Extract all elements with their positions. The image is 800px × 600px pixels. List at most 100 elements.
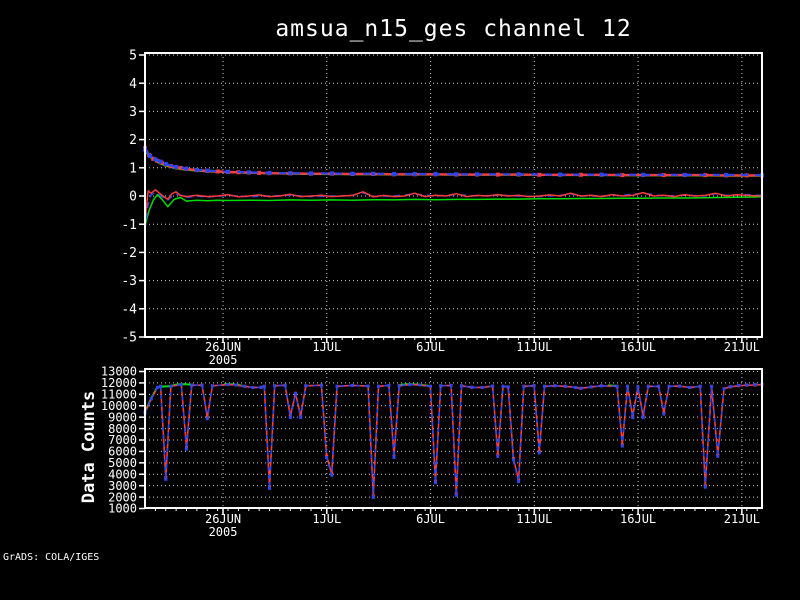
x-tick-label: 6JUL (416, 512, 445, 526)
y-tick-label: 2 (129, 133, 137, 148)
series-marker-counts-blue (641, 416, 645, 420)
series-marker-std-blue (153, 157, 158, 162)
series-marker-counts-blue (294, 392, 297, 396)
x-tick-label: 26JUN (205, 340, 241, 354)
series-marker-counts-blue (480, 386, 484, 389)
y-tick-label: 12000 (101, 376, 137, 390)
y-tick-label: -1 (121, 218, 137, 233)
series-marker-counts-blue (491, 384, 495, 388)
y-tick-label: 5 (129, 49, 137, 64)
series-marker-counts-blue (273, 384, 277, 388)
series-marker-counts-blue (574, 386, 578, 389)
y-tick-label: 11000 (101, 388, 137, 402)
series-marker-counts-blue (677, 384, 681, 388)
series-marker-std-red (620, 173, 625, 178)
series-marker-counts-blue (325, 456, 329, 459)
series-marker-counts-blue (537, 451, 541, 455)
series-marker-counts-blue (234, 383, 238, 387)
series-marker-counts-blue (226, 383, 230, 387)
series-marker-counts-blue (169, 384, 173, 388)
series-marker-counts-blue (262, 384, 266, 388)
series-marker-counts-blue (377, 384, 380, 388)
series-marker-counts-blue (710, 384, 714, 388)
series-marker-counts-blue (543, 384, 546, 388)
series-marker-counts-blue (351, 383, 354, 387)
y-tick-label: -4 (121, 302, 137, 317)
series-marker-std-blue (174, 165, 179, 169)
series-marker-counts-blue (496, 454, 500, 458)
grads-watermark: GrADS: COLA/IGES (3, 552, 100, 563)
series-marker-std-blue (433, 172, 438, 176)
series-marker-std-blue (246, 170, 251, 175)
series-marker-std-blue (194, 167, 199, 172)
series-marker-counts-blue (449, 383, 453, 387)
x-tick-label: 16JUL (620, 512, 656, 526)
series-marker-counts-blue (190, 383, 194, 387)
series-line-bias-green (144, 193, 763, 226)
series-marker-std-red (151, 156, 156, 161)
series-marker-counts-blue (149, 397, 153, 401)
series-line-std-blue (144, 148, 763, 177)
y-tick-label: 8000 (108, 422, 137, 436)
y-tick-label: 3 (129, 105, 137, 120)
x-tick-label: 16JUL (620, 340, 656, 354)
series-marker-counts-blue (210, 384, 214, 388)
series-marker-counts-blue (737, 383, 740, 387)
series-marker-counts-blue (392, 456, 396, 459)
x-tick-label: 11JUL (516, 512, 552, 526)
series-marker-counts-blue (428, 384, 432, 388)
series-marker-std-blue (475, 172, 480, 177)
series-marker-counts-blue (259, 385, 263, 389)
series-marker-std-blue (288, 171, 293, 176)
series-marker-counts-blue (517, 480, 521, 484)
series-marker-std-blue (724, 172, 729, 177)
series-marker-counts-blue (728, 385, 732, 389)
series-marker-counts-blue (268, 486, 271, 490)
series-marker-counts-blue (288, 416, 292, 420)
series-marker-counts-blue (657, 384, 661, 388)
series-marker-counts-blue (243, 384, 247, 388)
series-marker-counts-blue (185, 447, 188, 451)
series-marker-counts-blue (563, 384, 567, 388)
series-marker-counts-blue (703, 485, 707, 489)
x-tick-label: 1JUL (312, 512, 341, 526)
series-marker-counts-blue (371, 496, 375, 499)
series-marker-counts-blue (319, 383, 323, 387)
series-marker-counts-blue (615, 384, 619, 388)
series-marker-counts-blue (434, 481, 437, 485)
series-marker-counts-blue (636, 385, 640, 389)
x-year-label: 2005 (209, 353, 238, 367)
series-marker-std-blue (205, 168, 210, 173)
y-tick-label: 1000 (108, 502, 137, 516)
series-marker-std-blue (371, 171, 376, 176)
series-marker-counts-blue (506, 385, 510, 389)
series-marker-std-blue (158, 159, 163, 164)
series-marker-counts-blue (579, 386, 583, 390)
series-marker-counts-blue (662, 412, 666, 416)
series-line-bias-red (144, 189, 763, 222)
series-marker-counts-red (631, 414, 635, 418)
series-marker-std-red (179, 166, 184, 171)
series-marker-counts-blue (179, 383, 183, 387)
y-tick-label: -2 (121, 246, 137, 261)
series-marker-counts-blue (646, 384, 650, 388)
x-tick-label: 21JUL (724, 512, 760, 526)
series-marker-counts-blue (283, 383, 287, 387)
series-marker-counts-blue (366, 384, 370, 388)
series-marker-std-blue (309, 171, 313, 176)
series-marker-counts-blue (688, 386, 692, 389)
series-marker-counts-blue (304, 384, 308, 388)
series-marker-counts-blue (631, 416, 635, 420)
series-marker-std-blue (412, 172, 417, 176)
series-marker-counts-blue (745, 383, 749, 387)
series-marker-std-red (495, 172, 500, 177)
series-marker-std-blue (148, 154, 153, 158)
series-marker-counts-blue (251, 386, 255, 389)
series-marker-counts-blue (439, 384, 443, 388)
series-marker-std-blue (516, 172, 521, 177)
y-tick-label: 9000 (108, 410, 137, 424)
series-marker-std-red (215, 169, 220, 174)
x-tick-label: 21JUL (724, 340, 760, 354)
